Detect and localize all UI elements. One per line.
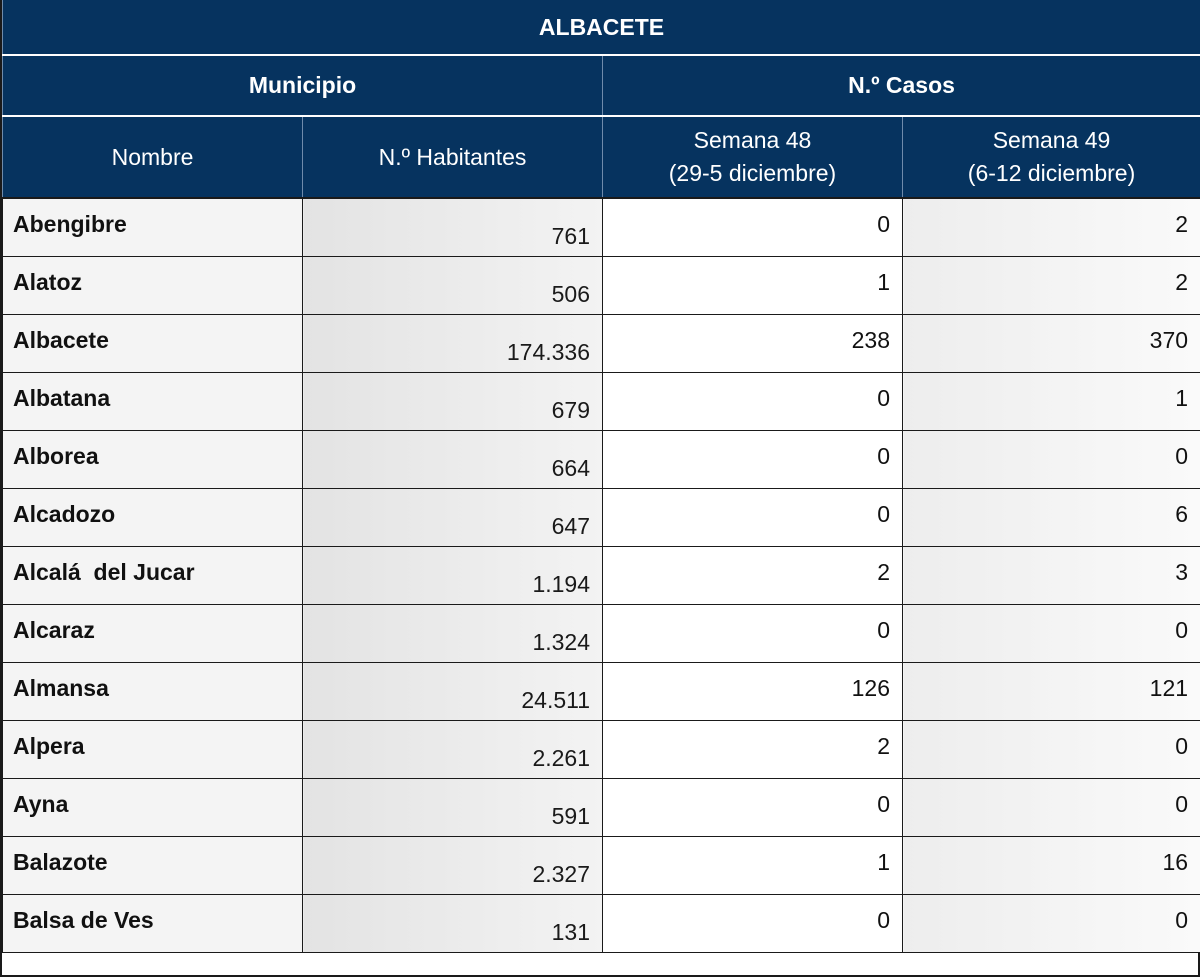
semana48-dates: (29-5 diciembre) <box>668 160 837 186</box>
semana49-dates: (6-12 diciembre) <box>967 160 1136 186</box>
cell-habitantes: 2.261 <box>302 719 603 779</box>
cell-semana48: 1 <box>602 835 903 895</box>
cell-nombre: Abengibre <box>2 197 303 257</box>
cell-semana49: 0 <box>901 719 1200 779</box>
cell-habitantes: 1.194 <box>302 545 603 605</box>
cell-habitantes: 761 <box>302 197 603 257</box>
cell-nombre: Almansa <box>2 661 303 721</box>
table-title: ALBACETE <box>1 0 1200 56</box>
cell-semana49: 0 <box>901 429 1200 489</box>
table-row: Almansa 24.511 126 121 <box>2 661 1200 721</box>
cell-habitantes: 664 <box>302 429 603 489</box>
table-body: Abengibre 761 0 2 Alatoz 506 1 2 Albacet… <box>2 197 1200 953</box>
cell-semana48: 0 <box>602 603 903 663</box>
cell-semana49: 3 <box>901 545 1200 605</box>
cell-nombre: Albatana <box>2 371 303 431</box>
cell-semana48: 0 <box>602 777 903 837</box>
table-header: ALBACETE Municipio N.º Casos Nombre N.º … <box>1 0 1200 199</box>
cell-semana48: 1 <box>602 255 903 315</box>
table-row: Alcadozo 647 0 6 <box>2 487 1200 547</box>
cell-semana49: 16 <box>901 835 1200 895</box>
table-row: Alatoz 506 1 2 <box>2 255 1200 315</box>
cell-semana48: 2 <box>602 719 903 779</box>
cell-nombre: Alpera <box>2 719 303 779</box>
cell-nombre: Alcadozo <box>2 487 303 547</box>
cell-habitantes: 174.336 <box>302 313 603 373</box>
column-header-semana49: Semana 49 (6-12 diciembre) <box>901 115 1200 199</box>
cell-nombre: Alcaraz <box>2 603 303 663</box>
column-header-semana48: Semana 48 (29-5 diciembre) <box>602 115 903 199</box>
table-row: Albacete 174.336 238 370 <box>2 313 1200 373</box>
cell-habitantes: 2.327 <box>302 835 603 895</box>
cell-semana49: 2 <box>901 197 1200 257</box>
cell-semana48: 0 <box>602 197 903 257</box>
table-row: Alcalá del Jucar 1.194 2 3 <box>2 545 1200 605</box>
table-row: Abengibre 761 0 2 <box>2 197 1200 257</box>
cell-semana49: 1 <box>901 371 1200 431</box>
cell-habitantes: 131 <box>302 893 603 953</box>
cell-semana49: 2 <box>901 255 1200 315</box>
cell-habitantes: 24.511 <box>302 661 603 721</box>
cell-habitantes: 647 <box>302 487 603 547</box>
cell-semana49: 121 <box>901 661 1200 721</box>
cell-semana49: 0 <box>901 777 1200 837</box>
cell-semana48: 0 <box>602 429 903 489</box>
cell-semana48: 238 <box>602 313 903 373</box>
column-header-nombre: Nombre <box>2 115 303 199</box>
column-header-row: Nombre N.º Habitantes Semana 48 (29-5 di… <box>2 115 1200 199</box>
cell-semana48: 2 <box>602 545 903 605</box>
table-row: Ayna 591 0 0 <box>2 777 1200 837</box>
cell-semana49: 6 <box>901 487 1200 547</box>
table-row: Balsa de Ves 131 0 0 <box>2 893 1200 953</box>
cell-nombre: Albacete <box>2 313 303 373</box>
cell-semana48: 0 <box>602 487 903 547</box>
group-header-casos: N.º Casos <box>601 54 1200 117</box>
group-header-municipio: Municipio <box>2 54 603 117</box>
cell-semana48: 0 <box>602 371 903 431</box>
table-title-row: ALBACETE <box>1 0 1200 56</box>
table-row: Alpera 2.261 2 0 <box>2 719 1200 779</box>
cell-semana48: 126 <box>602 661 903 721</box>
cell-nombre: Alcalá del Jucar <box>2 545 303 605</box>
group-header-row: Municipio N.º Casos <box>2 54 1200 117</box>
cell-semana48: 0 <box>602 893 903 953</box>
semana48-label: Semana 48 <box>693 127 812 153</box>
cell-habitantes: 591 <box>302 777 603 837</box>
cell-habitantes: 1.324 <box>302 603 603 663</box>
cell-nombre: Balsa de Ves <box>2 893 303 953</box>
cell-nombre: Alborea <box>2 429 303 489</box>
table-row: Alcaraz 1.324 0 0 <box>2 603 1200 663</box>
cases-table: ALBACETE Municipio N.º Casos Nombre N.º … <box>1 0 1200 953</box>
table-row: Alborea 664 0 0 <box>2 429 1200 489</box>
semana49-label: Semana 49 <box>992 127 1111 153</box>
cell-nombre: Balazote <box>2 835 303 895</box>
cell-nombre: Ayna <box>2 777 303 837</box>
column-header-habitantes: N.º Habitantes <box>302 115 603 199</box>
cell-habitantes: 679 <box>302 371 603 431</box>
table-row: Balazote 2.327 1 16 <box>2 835 1200 895</box>
cell-semana49: 0 <box>901 893 1200 953</box>
table-row: Albatana 679 0 1 <box>2 371 1200 431</box>
cell-habitantes: 506 <box>302 255 603 315</box>
cell-semana49: 0 <box>901 603 1200 663</box>
cell-nombre: Alatoz <box>2 255 303 315</box>
cell-semana49: 370 <box>901 313 1200 373</box>
